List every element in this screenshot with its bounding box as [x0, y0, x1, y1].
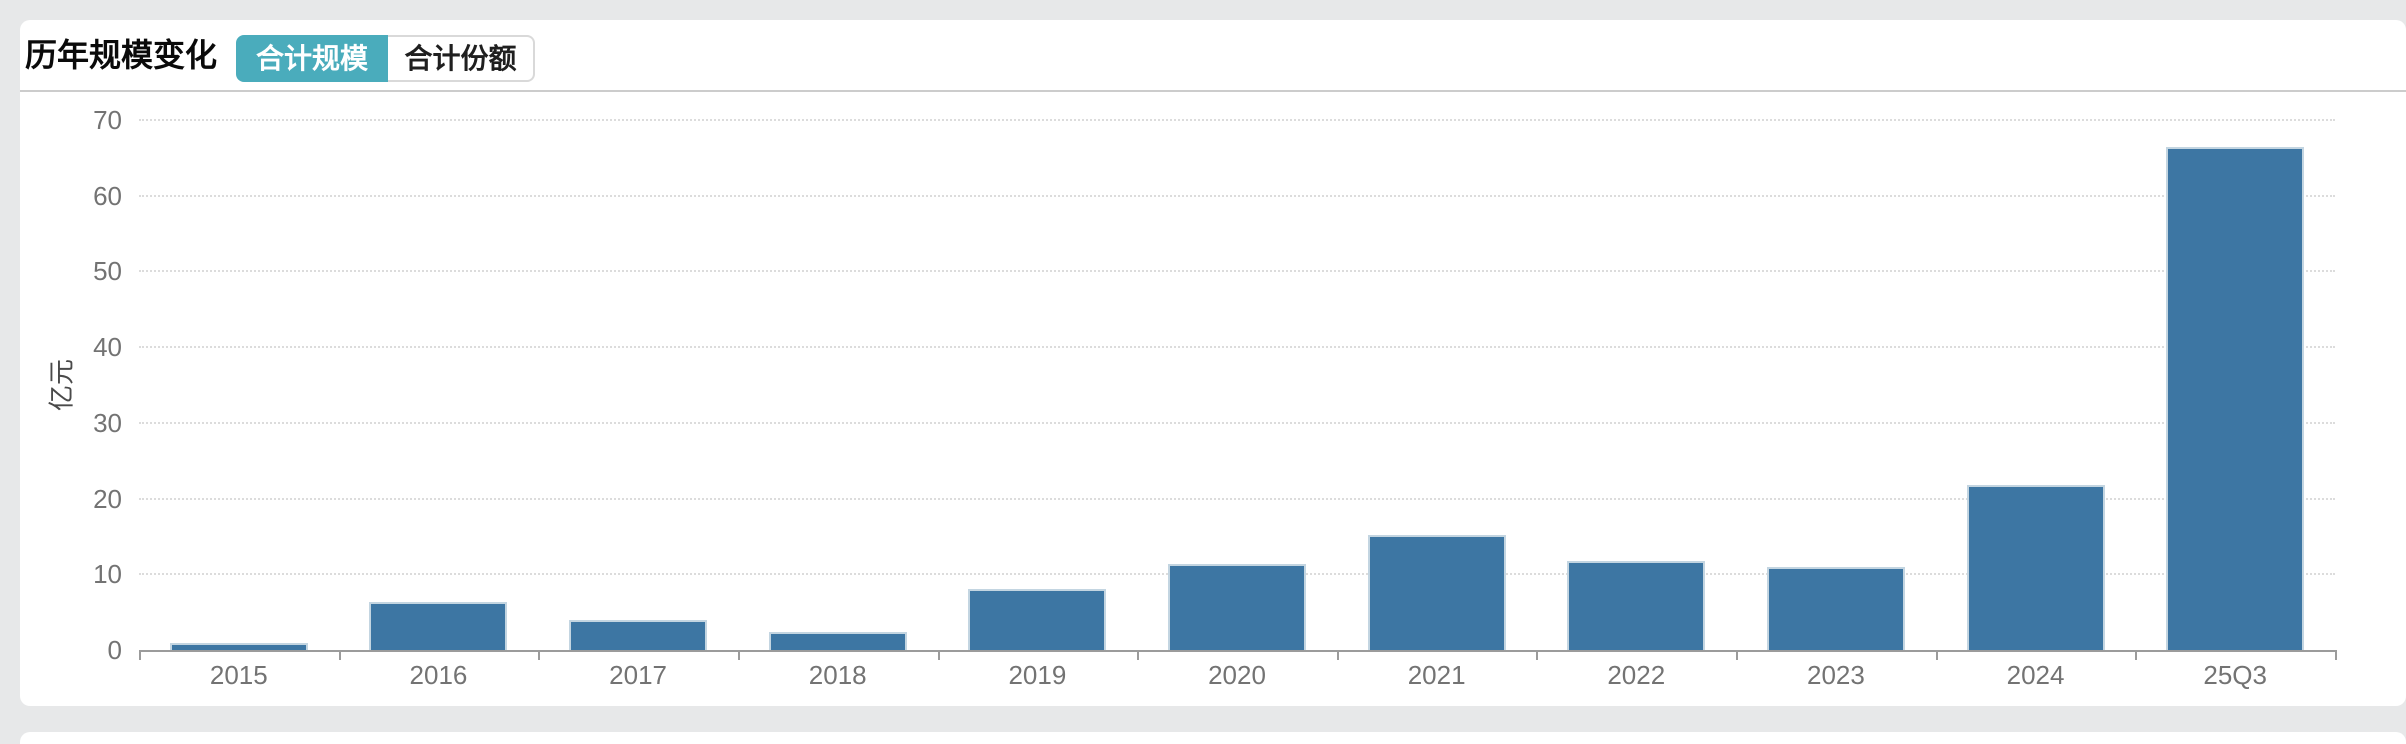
- x-tick-label-2021: 2021: [1407, 660, 1466, 690]
- y-tick-label-10: 10: [93, 559, 122, 590]
- tab-total-share[interactable]: 合计份额: [388, 34, 536, 82]
- bar-2022[interactable]: [1567, 561, 1706, 650]
- x-axis-tick-4: [937, 652, 940, 660]
- y-tick-label-60: 60: [93, 180, 122, 211]
- y-tick-label-70: 70: [93, 105, 122, 135]
- gridline-70: [139, 119, 2335, 121]
- y-tick-label-30: 30: [93, 407, 122, 438]
- y-tick-label-20: 20: [93, 483, 122, 514]
- x-tick-label-2015: 2015: [209, 660, 268, 690]
- x-tick-label-2017: 2017: [609, 660, 667, 690]
- y-tick-label-0: 0: [107, 635, 122, 665]
- gridline-60: [139, 194, 2335, 197]
- bar-25Q3[interactable]: [2166, 146, 2305, 650]
- x-axis-tick-3: [737, 652, 740, 660]
- bar-2023[interactable]: [1766, 567, 1905, 650]
- x-tick-label-2024: 2024: [2006, 660, 2065, 690]
- gridline-20: [139, 497, 2335, 500]
- bar-2021[interactable]: [1367, 534, 1506, 650]
- gridline-40: [139, 346, 2335, 349]
- x-axis-tick-1: [338, 652, 341, 660]
- x-tick-label-2020: 2020: [1208, 660, 1266, 690]
- tab-total-scale[interactable]: 合计规模: [236, 34, 389, 82]
- bar-2019[interactable]: [968, 589, 1107, 650]
- x-tick-label-2023: 2023: [1806, 660, 1865, 690]
- x-tick-label-2019: 2019: [1008, 660, 1067, 690]
- tab-group: 合计规模 合计份额: [236, 34, 536, 82]
- y-axis-title: 亿元: [46, 358, 77, 412]
- next-card-partial: [20, 732, 2406, 744]
- bar-2015[interactable]: [169, 643, 308, 650]
- bar-2018[interactable]: [768, 631, 907, 650]
- x-axis-line: [139, 650, 2337, 652]
- bar-2024[interactable]: [1966, 484, 2105, 650]
- bar-2016[interactable]: [369, 602, 508, 650]
- x-tick-label-2018: 2018: [808, 660, 867, 690]
- gridline-30: [139, 421, 2335, 424]
- y-tick-label-50: 50: [93, 256, 122, 287]
- y-tick-label-40: 40: [93, 332, 122, 363]
- x-axis-tick-10: [2135, 652, 2138, 660]
- card-header: 历年规模变化 合计规模 合计份额: [20, 20, 2406, 92]
- x-axis-tick-2: [538, 652, 541, 660]
- x-axis-tick-6: [1336, 652, 1339, 660]
- x-tick-label-2022: 2022: [1607, 660, 1666, 690]
- x-tick-label-25Q3: 25Q3: [2203, 660, 2267, 690]
- card-title: 历年规模变化: [25, 37, 218, 73]
- x-tick-label-2016: 2016: [409, 660, 468, 690]
- x-axis-tick-9: [1935, 652, 1938, 660]
- x-axis-tick-7: [1536, 652, 1539, 660]
- scale-history-card: 历年规模变化 合计规模 合计份额 0 10 20 30 40 50 60 70 2015 2016…: [20, 20, 2406, 706]
- x-axis-tick-5: [1137, 652, 1140, 660]
- bar-2020[interactable]: [1168, 564, 1306, 650]
- x-axis-tick-11: [2335, 652, 2337, 660]
- x-axis-tick-8: [1736, 652, 1739, 660]
- bar-chart: 0 10 20 30 40 50 60 70 2015 2016 2017 2018 2019 2020 2…: [20, 90, 2406, 706]
- x-axis-tick-0: [139, 652, 141, 660]
- bar-2017[interactable]: [569, 620, 708, 650]
- gridline-50: [139, 270, 2335, 273]
